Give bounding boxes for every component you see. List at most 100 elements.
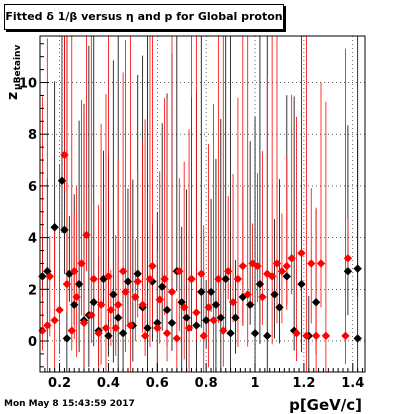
data-point-black xyxy=(353,334,362,343)
data-point-red xyxy=(209,316,218,325)
y-tick-label: 4 xyxy=(28,232,37,247)
y-tick-label: 10 xyxy=(19,77,37,92)
data-point-black xyxy=(162,305,172,315)
data-point-red xyxy=(121,287,130,297)
y-tick-label: 8 xyxy=(28,128,37,143)
data-point-black xyxy=(201,316,211,325)
data-point-red xyxy=(104,272,113,281)
data-point-red xyxy=(70,267,79,276)
data-point-red xyxy=(113,300,123,309)
data-point-red xyxy=(343,254,353,263)
data-point-red xyxy=(96,300,106,309)
data-point-red xyxy=(175,267,184,276)
data-point-red xyxy=(341,331,350,341)
y-tick-label: 2 xyxy=(28,283,37,298)
data-point-red xyxy=(160,274,169,284)
data-point-black xyxy=(57,176,67,185)
data-point-red xyxy=(167,287,177,297)
data-point-red xyxy=(72,292,81,302)
data-point-black xyxy=(221,274,230,284)
data-point-black xyxy=(157,282,167,291)
data-point-red xyxy=(67,326,76,335)
data-point-black xyxy=(275,303,284,312)
data-point-black xyxy=(211,300,221,309)
data-point-red xyxy=(153,323,162,333)
data-point-red xyxy=(292,329,301,338)
data-point-black xyxy=(50,223,59,232)
footer-timestamp: Mon May 8 15:43:59 2017 xyxy=(4,399,135,409)
data-point-red xyxy=(197,269,206,278)
data-point-black xyxy=(109,290,118,299)
data-point-black xyxy=(118,329,128,338)
data-point-red xyxy=(79,318,89,328)
data-point-red xyxy=(77,259,86,268)
data-point-black xyxy=(167,318,177,328)
data-point-black xyxy=(245,300,255,309)
data-point-red xyxy=(258,292,267,302)
data-point-black xyxy=(311,298,321,307)
data-point-black xyxy=(104,331,113,341)
data-point-black xyxy=(60,225,69,235)
data-point-red xyxy=(126,321,135,330)
y-axis-label-main: z xyxy=(5,92,21,100)
data-point-red xyxy=(233,274,243,284)
marker-layer xyxy=(38,150,362,343)
data-point-red xyxy=(223,267,233,276)
data-point-red xyxy=(302,331,311,341)
data-point-red xyxy=(228,298,238,307)
data-point-black xyxy=(192,321,201,330)
data-point-red xyxy=(87,310,96,320)
data-point-black xyxy=(197,287,206,297)
data-point-red xyxy=(94,329,103,338)
data-point-red xyxy=(133,277,142,286)
data-point-black xyxy=(89,298,98,307)
data-point-black xyxy=(153,318,162,328)
data-point-red xyxy=(311,331,321,341)
data-point-red xyxy=(43,321,52,330)
data-point-red xyxy=(277,267,287,276)
data-point-red xyxy=(101,323,111,333)
data-point-black xyxy=(226,329,235,338)
data-point-red xyxy=(204,303,213,312)
tick-layer: 0.2 0.4 0.6 0.8 1 1.2 1.4 0 2 4 6 8 10 xyxy=(19,43,364,391)
data-point-black xyxy=(250,329,260,338)
data-point-red xyxy=(62,279,72,289)
data-point-red xyxy=(214,274,223,284)
y-axis-label: z μBetainv xyxy=(5,45,23,100)
data-point-black xyxy=(74,279,84,289)
data-point-red xyxy=(243,290,252,299)
data-point-black xyxy=(231,313,240,322)
data-point-red xyxy=(106,305,116,315)
data-point-red xyxy=(179,303,189,312)
x-tick-label: 1 xyxy=(251,376,260,391)
data-point-red xyxy=(118,267,128,276)
data-point-black xyxy=(62,334,72,343)
x-axis-label: p[GeV/c] xyxy=(289,396,362,414)
data-point-red xyxy=(307,259,316,268)
data-point-red xyxy=(155,295,164,304)
data-point-black xyxy=(270,290,279,299)
data-point-black xyxy=(70,300,79,309)
plot-frame xyxy=(39,35,366,373)
data-point-red xyxy=(138,300,147,309)
data-point-red xyxy=(131,292,140,302)
data-point-red xyxy=(140,331,150,341)
error-bar-layer xyxy=(42,36,359,372)
data-point-black xyxy=(255,279,265,289)
data-point-red xyxy=(282,261,292,271)
data-point-red xyxy=(287,254,296,263)
data-point-black xyxy=(113,313,123,322)
data-point-red xyxy=(172,334,182,343)
data-point-red xyxy=(267,272,277,281)
data-point-red xyxy=(60,150,69,160)
y-tick-label: 0 xyxy=(28,335,37,350)
data-point-red xyxy=(192,308,201,317)
data-point-red xyxy=(148,261,157,271)
data-point-red xyxy=(162,329,172,338)
data-point-red xyxy=(50,316,59,325)
data-point-black xyxy=(123,277,133,286)
x-tick-label: 0.6 xyxy=(146,376,169,391)
x-tick-label: 0.2 xyxy=(48,376,71,391)
data-point-black xyxy=(343,267,353,276)
